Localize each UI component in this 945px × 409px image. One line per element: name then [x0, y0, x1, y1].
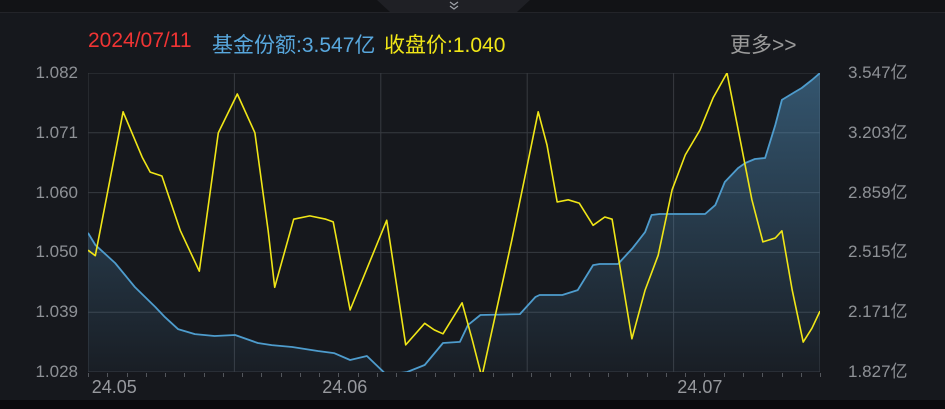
x-minor-tick: [88, 373, 89, 377]
x-minor-tick: [338, 373, 340, 377]
x-axis-labels: 24.05 24.06 24.07: [88, 377, 820, 400]
x-minor-tick: [184, 373, 186, 377]
x-minor-tick: [742, 373, 744, 377]
y-axis-label-left: 1.039: [35, 302, 78, 322]
x-minor-tick: [531, 373, 533, 377]
more-link[interactable]: 更多>>: [730, 34, 797, 57]
x-minor-tick: [415, 373, 417, 377]
bottom-bar: [0, 400, 945, 409]
y-axis-label-left: 1.028: [35, 362, 78, 381]
x-minor-tick: [511, 373, 513, 377]
plot-area[interactable]: [88, 73, 820, 372]
x-minor-tick: [569, 373, 571, 377]
x-minor-tick: [280, 373, 282, 377]
x-minor-tick: [665, 373, 667, 377]
x-minor-tick: [319, 373, 321, 377]
x-minor-tick: [685, 373, 687, 377]
x-minor-tick: [704, 373, 706, 377]
x-axis-label: 24.06: [322, 377, 368, 397]
x-minor-tick: [357, 373, 359, 377]
x-minor-tick: [473, 373, 475, 377]
x-minor-tick: [608, 373, 610, 377]
x-minor-tick: [454, 373, 455, 377]
x-axis-label: 24.05: [91, 377, 137, 397]
x-minor-tick: [242, 373, 244, 377]
x-minor-tick: [588, 373, 590, 377]
x-axis-label: 24.07: [677, 377, 723, 397]
y-axis-label-right: 2.171亿: [848, 302, 908, 322]
y-axis-label-left: 1.071: [35, 122, 78, 142]
line-收盘价: [88, 73, 820, 372]
x-minor-tick: [492, 373, 494, 377]
x-minor-tick: [126, 373, 128, 377]
collapse-tab[interactable]: [377, 0, 530, 12]
x-minor-tick: [203, 373, 205, 377]
x-minor-tick: [165, 373, 167, 377]
chart-panel: 2024/07/11 基金份额:3.547亿 收盘价:1.040 更多>> 1.…: [0, 13, 945, 400]
y-axis-label-right: 3.203亿: [848, 122, 908, 142]
x-minor-tick: [434, 373, 436, 377]
x-axis-minor-ticks: [88, 373, 821, 378]
date-label: 2024/07/11: [88, 29, 192, 52]
x-minor-tick: [762, 373, 764, 377]
x-minor-tick: [820, 373, 821, 377]
top-bar: [0, 0, 945, 13]
x-minor-tick: [261, 373, 263, 377]
x-minor-tick: [800, 373, 802, 377]
y-axis-label-right: 3.547亿: [848, 63, 908, 82]
x-minor-tick: [627, 373, 629, 377]
area-基金份额: [88, 73, 820, 372]
x-minor-tick: [222, 373, 224, 377]
x-minor-tick: [396, 373, 398, 377]
x-minor-tick: [145, 373, 147, 377]
x-minor-tick: [550, 373, 552, 377]
x-minor-tick: [376, 373, 378, 377]
y-axis-label-right: 1.827亿: [848, 362, 908, 381]
y-axis-label-right: 2.515亿: [848, 242, 908, 262]
x-minor-tick: [781, 373, 783, 377]
x-minor-tick: [107, 373, 109, 377]
fund-share-value: 基金份额:3.547亿: [212, 34, 376, 57]
x-minor-tick: [723, 373, 725, 377]
double-chevron-down-icon: [448, 1, 460, 11]
x-minor-tick: [299, 373, 301, 377]
y-axis-label-left: 1.082: [35, 63, 78, 82]
x-minor-tick: [646, 373, 648, 377]
y-axis-label-left: 1.060: [35, 182, 78, 202]
y-axis-label-left: 1.050: [35, 242, 78, 262]
close-price-value: 收盘价:1.040: [384, 34, 506, 57]
chart-svg[interactable]: [88, 73, 820, 372]
left-axis-labels: 1.082 1.071 1.060 1.050 1.039 1.028: [0, 13, 78, 400]
y-axis-label-right: 2.859亿: [848, 182, 908, 202]
right-axis-labels: 3.547亿 3.203亿 2.859亿 2.515亿 2.171亿 1.827亿: [848, 13, 945, 400]
